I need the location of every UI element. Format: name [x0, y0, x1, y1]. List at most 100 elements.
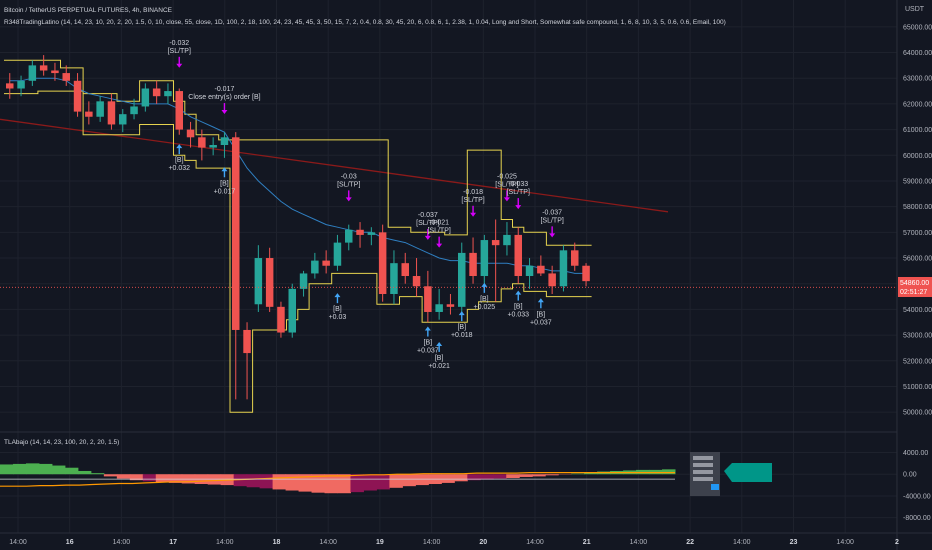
- osc-histogram-bar: [51, 465, 66, 475]
- oscillator-pane: [0, 463, 676, 494]
- price-tick-label: 63000.00: [903, 76, 932, 83]
- candle-body: [322, 260, 330, 266]
- osc-histogram-bar: [77, 470, 92, 475]
- sell-arrow-head: [345, 197, 352, 202]
- candle-body: [277, 306, 285, 333]
- signal-order-label: Close entry(s) order [B]: [188, 94, 260, 101]
- osc-histogram-bar: [584, 472, 598, 475]
- sell-arrow-head: [515, 205, 522, 210]
- price-tick-label: 60000.00: [903, 153, 932, 160]
- candle-body: [28, 65, 37, 81]
- time-tick-label: 14:00: [319, 539, 337, 546]
- candle-body: [491, 240, 500, 246]
- signal-profit-label: -0.032: [169, 40, 189, 47]
- candle-body: [209, 145, 217, 148]
- time-tick-label: 22: [686, 539, 694, 546]
- candle-body: [412, 276, 421, 287]
- buy-profit-label: +0.037: [530, 319, 552, 326]
- price-tick-label: 65000.00: [903, 24, 932, 31]
- sell-arrow-head: [470, 212, 477, 217]
- price-tick-label: 58000.00: [903, 204, 932, 211]
- candle-body: [525, 265, 534, 277]
- candle-body: [469, 252, 477, 277]
- signal-profit-label: -0.017: [215, 86, 235, 93]
- candle-body: [548, 273, 556, 287]
- signal-order-label: [SL/TP]: [416, 220, 439, 227]
- osc-histogram-bar: [662, 469, 676, 475]
- candle-body: [243, 329, 251, 354]
- signal-profit-label: -0.018: [463, 189, 483, 196]
- price-tick-label: 50000.00: [903, 410, 932, 417]
- osc-tick-label: -8000.00: [903, 515, 931, 522]
- time-tick-label: 14:00: [733, 539, 751, 546]
- candle-body: [435, 304, 443, 312]
- time-tick-label: 21: [583, 539, 591, 546]
- candle-body: [299, 273, 308, 289]
- osc-histogram-bar: [402, 474, 416, 487]
- osc-histogram-bar: [103, 474, 118, 477]
- osc-tick-label: -4000.00: [903, 493, 931, 500]
- osc-histogram-bar: [129, 474, 144, 481]
- signal-order-label: [SL/TP]: [507, 189, 530, 196]
- candle-body: [164, 91, 172, 97]
- oscillator-widget: [690, 452, 772, 496]
- candle-body: [51, 70, 59, 74]
- sell-arrow-head: [436, 243, 443, 248]
- osc-histogram-bar: [285, 474, 300, 491]
- candle-body: [367, 232, 376, 235]
- buy-profit-label: +0.037: [417, 348, 439, 355]
- osc-histogram-bar: [259, 474, 274, 489]
- osc-histogram-bar: [571, 473, 585, 475]
- osc-histogram-bar: [337, 474, 351, 494]
- time-tick-label: 23: [790, 539, 798, 546]
- price-tick-label: 59000.00: [903, 178, 932, 185]
- candle-body: [265, 258, 274, 307]
- candle-body: [537, 265, 545, 274]
- sell-arrow-head: [424, 235, 431, 240]
- sell-arrow-head: [549, 233, 556, 238]
- indicator-legend[interactable]: R348TradingLatino (14, 14, 23, 10, 20, 2…: [4, 19, 726, 26]
- osc-histogram-bar: [168, 474, 183, 483]
- candle-body: [288, 288, 296, 333]
- osc-histogram-bar: [38, 463, 53, 475]
- buy-profit-label: +0.017: [214, 188, 236, 195]
- osc-histogram-bar: [454, 474, 468, 482]
- signal-profit-label: -0.037: [542, 209, 562, 216]
- osc-histogram-bar: [64, 467, 79, 475]
- candle-body: [401, 263, 409, 277]
- buy-arrow-head: [424, 326, 431, 331]
- osc-histogram-bar: [480, 474, 494, 480]
- time-tick-label: 20: [479, 539, 487, 546]
- currency-label[interactable]: USDT: [905, 6, 925, 13]
- sell-arrow-head: [176, 63, 183, 68]
- candle-body: [198, 137, 206, 148]
- osc-histogram-bar: [376, 474, 390, 490]
- candle-body: [152, 88, 161, 97]
- buy-arrow-head: [436, 341, 443, 346]
- candle-body: [345, 229, 353, 243]
- candle-body: [107, 101, 116, 125]
- time-tick-label: 19: [376, 539, 384, 546]
- candle-body: [141, 88, 150, 107]
- buy-arrow-head: [537, 298, 544, 303]
- oscillator-legend[interactable]: TLAbajo (14, 14, 23, 100, 20, 2, 20, 1.5…: [4, 439, 119, 446]
- time-tick-label: 14:00: [9, 539, 27, 546]
- buy-arrow-head: [334, 293, 341, 298]
- time-tick-label: 14:00: [836, 539, 854, 546]
- time-tick-label: 14:00: [423, 539, 441, 546]
- signal-profit-label: -0.033: [508, 181, 528, 188]
- candle-body: [424, 286, 432, 312]
- candle-body: [311, 260, 319, 274]
- symbol-title[interactable]: Bitcoin / TetherUS PERPETUAL FUTURES, 4h…: [4, 7, 173, 14]
- buy-order-label: [B]: [514, 304, 523, 311]
- price-tick-label: 54000.00: [903, 307, 932, 314]
- axes: 50000.00 51000.00 52000.00 53000.00 54000.00…: [9, 24, 932, 546]
- time-tick-label: 18: [273, 539, 281, 546]
- osc-histogram-bar: [0, 464, 14, 475]
- candle-body: [232, 137, 240, 330]
- last-price-tag: [898, 277, 932, 297]
- candle-body: [378, 232, 387, 294]
- time-tick-label: 14:00: [630, 539, 648, 546]
- time-tick-label: 2: [895, 539, 899, 546]
